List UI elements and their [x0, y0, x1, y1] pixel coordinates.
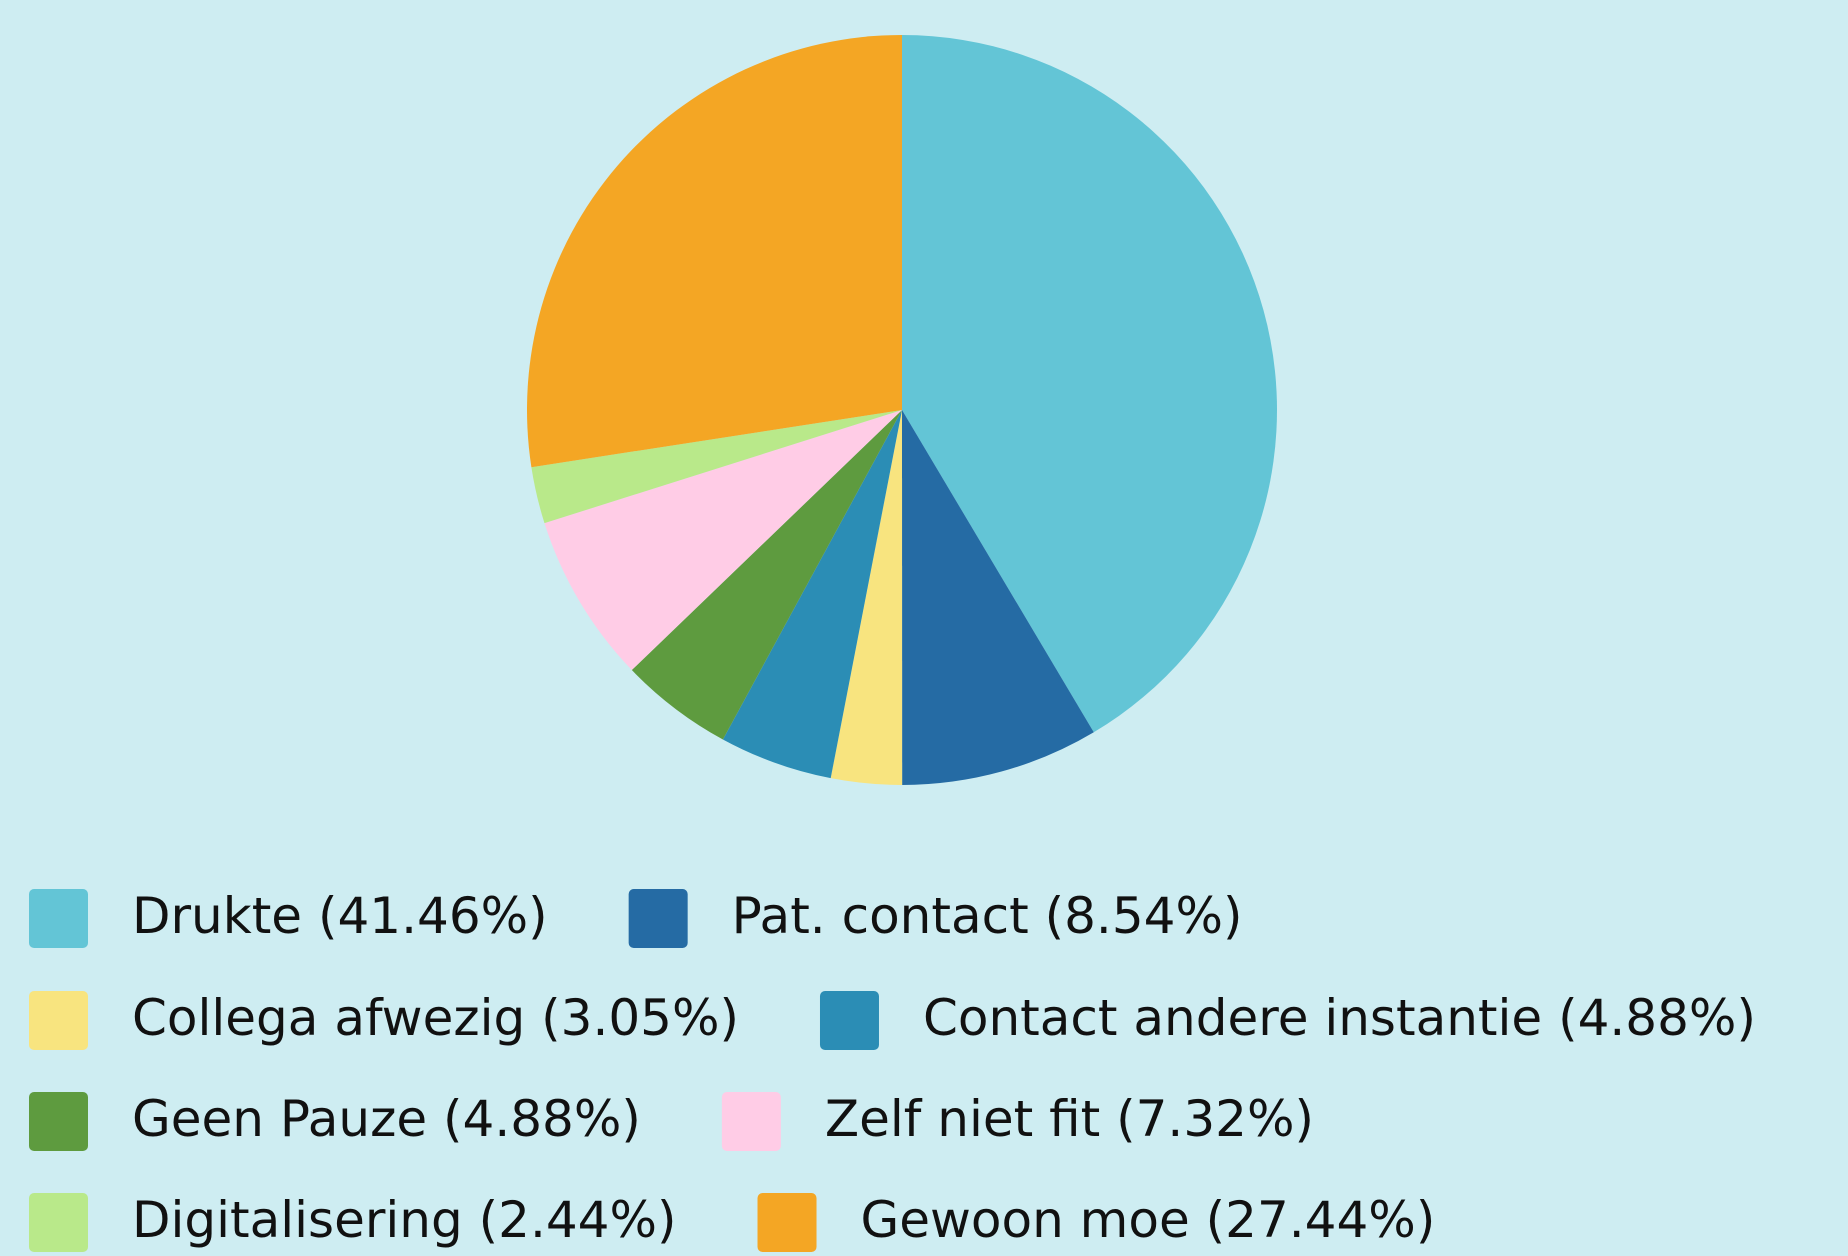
pie-slice	[631, 410, 902, 740]
legend-swatch	[757, 1193, 817, 1252]
pie-slice	[902, 35, 1278, 733]
legend-name: Pat. contact	[732, 887, 1029, 945]
legend-label: Digitalisering (2.44%)	[132, 1191, 677, 1249]
legend-label: Collega afwezig (3.05%)	[132, 989, 739, 1047]
pie-slice	[527, 35, 902, 468]
legend-value: (7.32%)	[1116, 1090, 1314, 1148]
pie-slice	[902, 410, 1094, 785]
legend-label: Gewoon moe (27.44%)	[861, 1191, 1436, 1249]
legend-value: (4.88%)	[443, 1090, 641, 1148]
legend-value: (8.54%)	[1045, 887, 1243, 945]
legend-name: Geen Pauze	[132, 1090, 427, 1148]
legend-value: (41.46%)	[318, 887, 548, 945]
legend-label: Zelf niet fit (7.32%)	[825, 1090, 1314, 1148]
legend-label: Geen Pauze (4.88%)	[132, 1090, 641, 1148]
legend-swatch	[819, 991, 879, 1050]
legend-value: (2.44%)	[479, 1191, 677, 1249]
legend-name: Drukte	[132, 887, 302, 945]
legend-name: Zelf niet fit	[825, 1090, 1100, 1148]
legend-swatch	[29, 991, 88, 1050]
legend-swatch	[721, 1092, 781, 1151]
legend-value: (4.88%)	[1558, 989, 1756, 1047]
legend-name: Gewoon moe	[861, 1191, 1190, 1249]
legend-swatch	[628, 889, 688, 948]
legend-name: Contact andere instantie	[923, 989, 1542, 1047]
legend-value: (27.44%)	[1206, 1191, 1436, 1249]
legend-swatch	[29, 889, 88, 948]
legend-swatch	[29, 1092, 88, 1151]
legend-name: Digitalisering	[132, 1191, 463, 1249]
legend-name: Collega afwezig	[132, 989, 525, 1047]
legend-value: (3.05%)	[541, 989, 739, 1047]
legend-swatch	[29, 1193, 88, 1252]
pie-slice	[830, 410, 903, 785]
legend-label: Drukte (41.46%)	[132, 887, 548, 945]
pie-slice	[544, 410, 902, 671]
pie-slice	[722, 410, 902, 779]
pie-slice	[531, 410, 902, 524]
legend-label: Contact andere instantie (4.88%)	[923, 989, 1756, 1047]
legend-label: Pat. contact (8.54%)	[732, 887, 1243, 945]
